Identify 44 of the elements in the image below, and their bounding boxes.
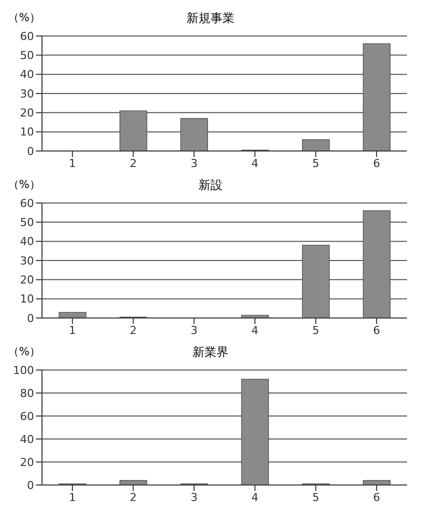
x-tick-label: 3 [190, 324, 198, 337]
y-tick-label: 0 [27, 312, 34, 325]
y-axis-title: （%） [8, 344, 40, 359]
y-tick-label: 20 [20, 106, 34, 120]
y-tick-label: 20 [20, 274, 34, 287]
x-tick-label: 3 [190, 490, 198, 504]
y-tick-label: 30 [20, 87, 34, 100]
y-axis-title: （%） [8, 177, 40, 192]
y-tick-label: 30 [20, 254, 34, 268]
x-tick-label: 1 [68, 324, 76, 337]
x-tick-label: 3 [190, 156, 198, 170]
y-axis-title: （%） [8, 10, 40, 25]
y-tick-label: 20 [20, 456, 34, 469]
x-tick-label: 4 [251, 490, 258, 504]
x-tick-label: 4 [251, 156, 258, 170]
x-tick-label: 2 [130, 156, 137, 170]
y-tick-label: 50 [20, 216, 34, 230]
y-tick-label: 40 [20, 68, 34, 82]
y-tick-label: 40 [20, 432, 34, 446]
y-tick-label: 50 [20, 49, 34, 62]
x-tick-label: 6 [373, 490, 380, 504]
x-tick-label: 1 [68, 490, 76, 504]
x-tick-label: 2 [130, 490, 137, 504]
x-tick-label: 5 [312, 156, 320, 170]
y-tick-label: 10 [20, 292, 34, 306]
x-tick-label: 6 [373, 324, 380, 337]
chart-title: 新設 [198, 178, 222, 192]
x-tick-label: 5 [312, 324, 320, 337]
x-tick-label: 2 [130, 324, 137, 337]
y-tick-label: 40 [20, 235, 34, 248]
y-tick-label: 0 [27, 144, 34, 158]
y-tick-label: 0 [27, 478, 34, 492]
y-tick-label: 60 [20, 410, 34, 423]
x-tick-label: 6 [373, 156, 380, 170]
x-tick-label: 1 [68, 156, 76, 170]
y-tick-label: 60 [20, 30, 34, 43]
y-tick-label: 60 [20, 196, 34, 210]
x-tick-label: 5 [312, 490, 320, 504]
x-tick-label: 4 [251, 324, 258, 337]
chart-title: 新業界 [192, 345, 228, 359]
chart-title: 新規事業 [186, 11, 234, 25]
y-tick-label: 100 [13, 364, 34, 377]
y-tick-label: 80 [20, 386, 34, 400]
y-tick-label: 10 [20, 126, 34, 139]
